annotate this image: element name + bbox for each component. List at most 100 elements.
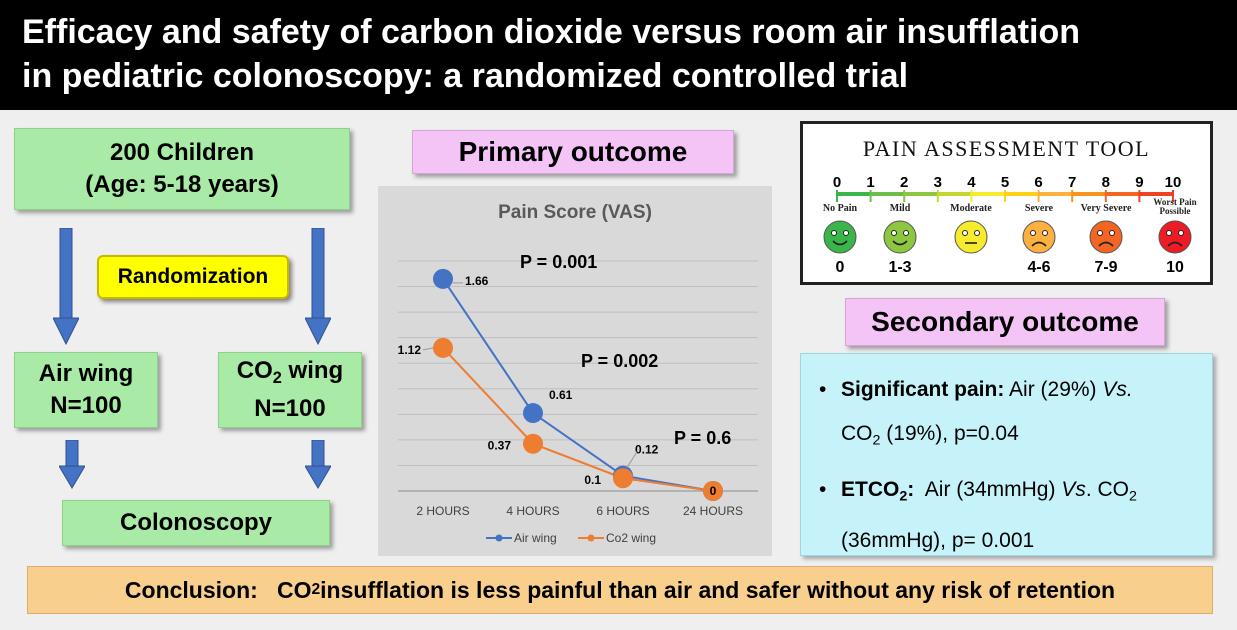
scale-number: 0 xyxy=(833,174,841,191)
scale-number: 5 xyxy=(1001,174,1009,191)
face-icon xyxy=(1158,220,1192,254)
scale-number: 10 xyxy=(1165,174,1182,191)
data-point xyxy=(433,268,453,289)
p-value-annotation: P = 0.001 xyxy=(520,252,597,272)
face-mouth xyxy=(1031,241,1047,247)
arrow-down-icon xyxy=(305,440,331,489)
bullet-icon: • xyxy=(819,378,827,401)
title-line-1: Efficacy and safety of carbon dioxide ve… xyxy=(22,13,1081,51)
data-label: 0 xyxy=(710,484,717,498)
children-age: (Age: 5-18 years) xyxy=(85,171,279,198)
face-eye xyxy=(1097,230,1103,236)
scale-segment xyxy=(971,192,1005,196)
face-label: Mild xyxy=(890,203,911,214)
data-point xyxy=(433,337,453,358)
leader-line xyxy=(626,451,638,468)
face-icon xyxy=(1089,220,1123,254)
scale-segment xyxy=(1038,192,1073,196)
face-label: Worst Pain xyxy=(1153,197,1196,207)
face-eye xyxy=(843,230,849,236)
scale-number: 2 xyxy=(900,174,908,191)
data-label: 1.66 xyxy=(465,274,489,288)
series-line xyxy=(442,347,714,492)
x-tick-label: 24 HOURS xyxy=(683,504,743,518)
face-eye xyxy=(1166,230,1172,236)
secondary-outcome-heading: Secondary outcome xyxy=(845,298,1165,346)
face-mouth xyxy=(1167,241,1183,247)
arrow-down-icon xyxy=(53,228,79,346)
co2-wing-box: CO2 wing N=100 xyxy=(218,352,362,428)
air-wing-n: N=100 xyxy=(50,392,122,419)
children-box: 200 Children (Age: 5-18 years) xyxy=(14,128,350,210)
air-wing-box: Air wing N=100 xyxy=(14,352,158,428)
scale-segment xyxy=(904,192,938,196)
range-label: 10 xyxy=(1166,259,1184,276)
bullet-icon: • xyxy=(819,478,827,502)
face-eye xyxy=(891,230,897,236)
scale-segment xyxy=(1139,192,1173,196)
face-eye xyxy=(1042,230,1048,236)
randomization-label: Randomization xyxy=(97,255,289,299)
data-point xyxy=(613,468,633,489)
scale-number: 1 xyxy=(866,174,874,191)
legend-label: Air wing xyxy=(514,531,557,545)
face-eye xyxy=(831,230,837,236)
data-point xyxy=(523,433,543,454)
children-count: 200 Children xyxy=(109,139,255,166)
pain-assessment-tool: PAIN ASSESSMENT TOOL 0 1 2 3 4 5 6 7 8 9 10 No Pain… xyxy=(800,121,1213,285)
face-mouth xyxy=(892,240,908,246)
legend-label: Co2 wing xyxy=(606,531,656,545)
significant-pain-item: • Significant pain: Air (29%) Vs. CO2 (1… xyxy=(815,368,1202,462)
etco2-item: • ETCO2: Air (34mmHg) Vs. CO2 (36mmHg), … xyxy=(815,468,1202,562)
face-label: Moderate xyxy=(950,203,992,214)
face-icon xyxy=(883,220,917,254)
face-eye xyxy=(1030,230,1036,236)
face-eye xyxy=(1178,230,1184,236)
scale-segment xyxy=(837,192,871,196)
co2-wing-n: N=100 xyxy=(254,395,326,423)
chart-plot: 2 HOURS 4 HOURS 6 HOURS 24 HOURS 1.66 0.61 0.1… xyxy=(398,252,758,545)
range-label: 0 xyxy=(836,259,845,276)
data-label: 0.37 xyxy=(488,439,512,453)
x-tick-label: 6 HOURS xyxy=(596,504,649,518)
pain-scale: 0 1 2 3 4 5 6 7 8 9 10 No Pain Mild Moderate Severe Ver… xyxy=(823,174,1197,276)
series-line xyxy=(442,278,714,492)
scale-segment xyxy=(1005,192,1039,196)
p-value-annotation: P = 0.6 xyxy=(674,428,731,448)
scale-number: 6 xyxy=(1034,174,1042,191)
scale-number: 3 xyxy=(934,174,942,191)
legend-marker xyxy=(495,534,503,542)
co2-wing-label: CO2 wing xyxy=(236,356,344,387)
face-label: Possible xyxy=(1159,206,1190,216)
arrow-down-icon xyxy=(59,440,85,489)
scale-number: 9 xyxy=(1135,174,1143,191)
face-icon xyxy=(954,220,988,254)
face-label: Severe xyxy=(1025,203,1054,214)
scale-segment xyxy=(1072,192,1106,196)
face-icon xyxy=(823,220,857,254)
data-point xyxy=(523,403,543,424)
scale-segment xyxy=(937,192,972,196)
range-label: 1-3 xyxy=(888,259,911,276)
conclusion-label: Conclusion: xyxy=(124,576,258,603)
data-label: 0.61 xyxy=(549,388,573,402)
face-mouth xyxy=(832,240,848,246)
face-eye xyxy=(962,230,968,236)
leader-line xyxy=(422,347,434,351)
face-mouth xyxy=(1098,241,1114,247)
scale-segment xyxy=(1105,192,1140,196)
colonoscopy-box: Colonoscopy xyxy=(62,500,330,546)
chart-title: Pain Score (VAS) xyxy=(498,202,652,223)
pain-score-chart: Pain Score (VAS) 2 HOURS 4 HOURS 6 HOURS 24… xyxy=(378,186,772,556)
secondary-outcome-box: • Significant pain: Air (29%) Vs. CO2 (1… xyxy=(800,353,1213,556)
scale-number: 7 xyxy=(1068,174,1076,191)
title-banner: Efficacy and safety of carbon dioxide ve… xyxy=(0,0,1237,110)
face-label: No Pain xyxy=(823,203,858,214)
conclusion-banner: Conclusion: CO 2 insufflation is less pai… xyxy=(27,566,1213,614)
data-label: 1.12 xyxy=(398,343,422,357)
air-wing-label: Air wing xyxy=(38,360,134,387)
face-icon xyxy=(1022,220,1056,254)
face-eye xyxy=(974,230,980,236)
face-label: Very Severe xyxy=(1081,203,1132,214)
range-label: 4-6 xyxy=(1027,259,1050,276)
